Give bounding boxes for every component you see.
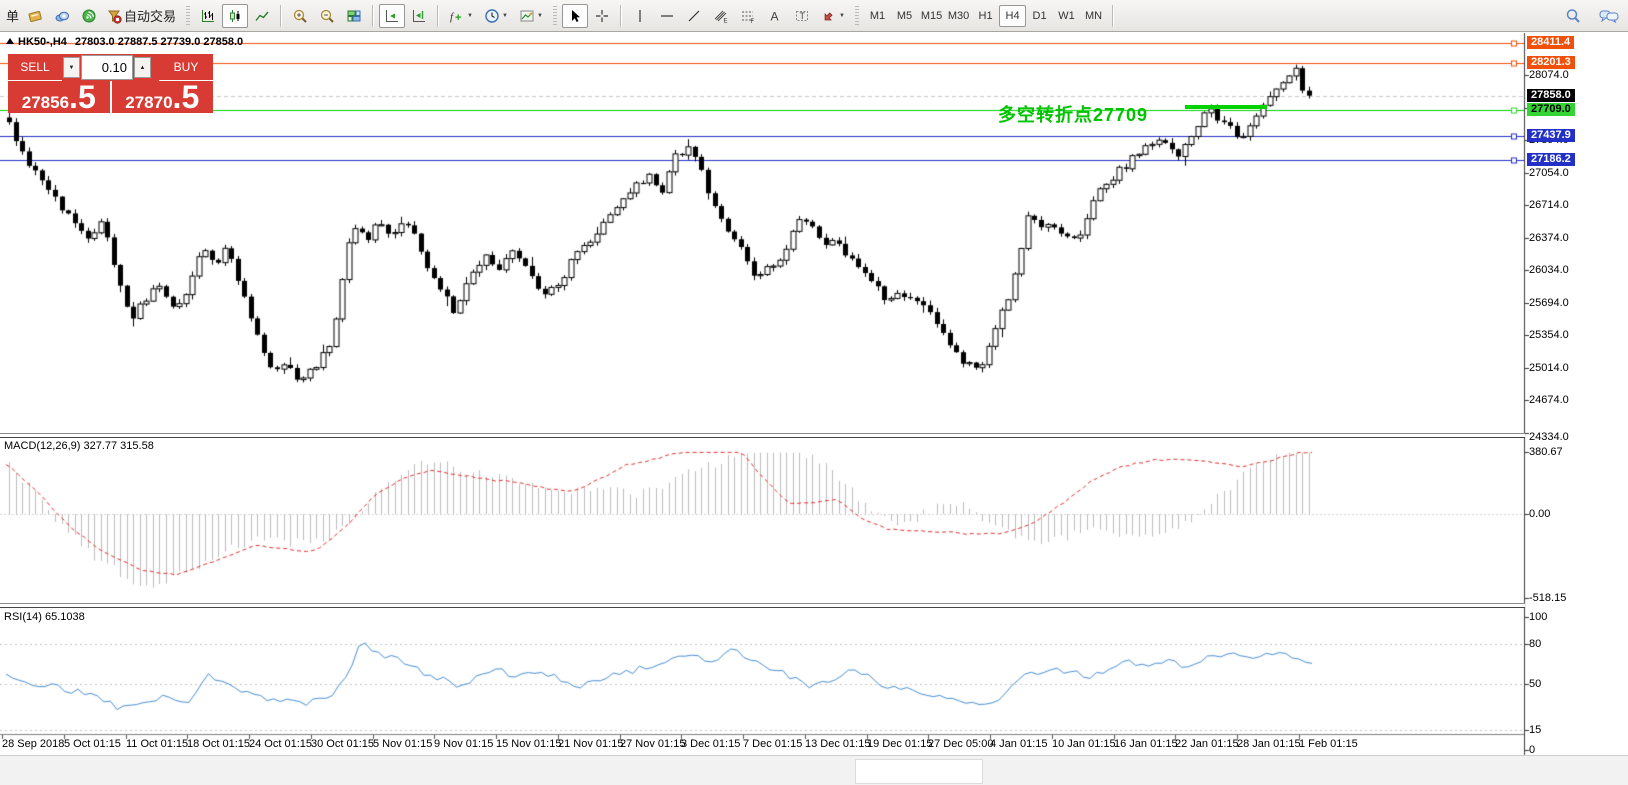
- trade-panel-top-row: SELL ▼ ▲ BUY: [8, 54, 213, 81]
- ohlc-values: 27803.0 27887.5 27739.0 27858.0: [74, 36, 244, 48]
- time-tick-label: 7 Dec 01:15: [743, 738, 803, 750]
- buy-button[interactable]: BUY: [159, 55, 213, 81]
- sell-price-main: 27856: [21, 93, 70, 112]
- trade-panel-price-row: 27856.5 27870.5: [8, 81, 213, 113]
- rsi-axis-label: 100: [1529, 611, 1548, 623]
- macd-label: MACD(12,26,9) 327.77 315.58: [4, 440, 154, 452]
- time-tick-label: 13 Dec 01:15: [805, 738, 871, 750]
- rsi-axis-label: 80: [1529, 638, 1542, 650]
- time-tick-label: 19 Dec 01:15: [867, 738, 933, 750]
- time-tick-label: 1 Feb 01:15: [1299, 738, 1358, 750]
- time-tick-label: 30 Oct 01:15: [311, 738, 374, 750]
- time-tick-label: 10 Jan 01:15: [1052, 738, 1116, 750]
- time-tick-label: 4 Jan 01:15: [990, 738, 1048, 750]
- window-separator[interactable]: [0, 603, 1525, 608]
- price-tick-label: 25694.0: [1529, 297, 1569, 309]
- sell-price[interactable]: 27856.5: [8, 79, 110, 116]
- time-tick-label: 24 Oct 01:15: [249, 738, 312, 750]
- time-tick-label: 5 Nov 01:15: [373, 738, 433, 750]
- buy-price-pips: .5: [172, 79, 200, 116]
- time-tick-label: 18 Oct 01:15: [187, 738, 250, 750]
- price-tick-label: 27054.0: [1529, 167, 1569, 179]
- rsi-axis-label: 0: [1529, 744, 1536, 756]
- macd-axis-label: -518.15: [1529, 592, 1567, 604]
- price-tick-label: 25014.0: [1529, 362, 1569, 374]
- time-tick-label: 15 Nov 01:15: [496, 738, 562, 750]
- buy-price[interactable]: 27870.5: [112, 79, 214, 116]
- price-tick-label: 26374.0: [1529, 232, 1569, 244]
- price-tick-label: 26034.0: [1529, 264, 1569, 276]
- price-level-badge: 27437.9: [1527, 129, 1575, 142]
- buy-price-main: 27870: [125, 93, 173, 112]
- price-level-badge: 28411.4: [1527, 36, 1575, 49]
- rsi-axis-label: 15: [1529, 724, 1542, 736]
- time-tick-label: 5 Oct 01:15: [64, 738, 121, 750]
- trade-panel-divider: [109, 81, 112, 113]
- time-tick-label: 3 Dec 01:15: [681, 738, 741, 750]
- time-tick-label: 27 Nov 01:15: [620, 738, 686, 750]
- price-tick-label: 24334.0: [1529, 431, 1569, 443]
- volume-decrease-button[interactable]: ▼: [63, 57, 80, 78]
- bottom-strip: [0, 755, 1628, 785]
- volume-input[interactable]: [81, 55, 133, 80]
- sell-button[interactable]: SELL: [8, 55, 62, 81]
- volume-increase-button[interactable]: ▲: [134, 57, 151, 78]
- price-tick-label: 28074.0: [1529, 69, 1569, 81]
- time-scale[interactable]: 28 Sep 2018 5 Oct 01:15 11 Oct 01:15 18 Oct…: [0, 735, 1525, 755]
- chart-header: HK50-,H4 27803.0 27887.5 27739.0 27858.0: [6, 36, 243, 48]
- time-tick-label: 21 Nov 01:15: [558, 738, 624, 750]
- price-level-badge: 27709.0: [1527, 103, 1575, 116]
- time-tick-label: 11 Oct 01:15: [126, 738, 189, 750]
- bottom-white-box: [855, 759, 983, 784]
- macd-axis-label: 380.67: [1529, 446, 1563, 458]
- time-tick-label: 28 Sep 2018: [2, 738, 65, 750]
- rsi-label: RSI(14) 65.1038: [4, 611, 85, 623]
- price-level-badge: 27186.2: [1527, 153, 1575, 166]
- price-tick-label: 24674.0: [1529, 394, 1569, 406]
- annotation-trend-segment[interactable]: [1185, 105, 1267, 109]
- sell-price-pips: .5: [69, 79, 96, 116]
- price-level-badge: 27858.0: [1527, 89, 1575, 102]
- annotation-text[interactable]: 多空转折点27709: [998, 105, 1149, 125]
- window-separator[interactable]: [0, 433, 1525, 438]
- time-tick-label: 16 Jan 01:15: [1114, 738, 1178, 750]
- price-level-badge: 28201.3: [1527, 56, 1575, 69]
- rsi-axis-label: 50: [1529, 678, 1542, 690]
- time-tick-label: 28 Jan 01:15: [1237, 738, 1301, 750]
- symbol-period-label: HK50-,H4: [18, 36, 67, 48]
- symbol-marker-icon: [6, 38, 14, 44]
- one-click-trading-panel: SELL ▼ ▲ BUY 27856.5 27870.5: [8, 54, 213, 113]
- time-tick-label: 9 Nov 01:15: [434, 738, 494, 750]
- macd-axis-label: 0.00: [1529, 508, 1551, 520]
- price-tick-label: 25354.0: [1529, 329, 1569, 341]
- price-tick-label: 26714.0: [1529, 199, 1569, 211]
- time-tick-label: 27 Dec 05:00: [928, 738, 994, 750]
- time-tick-label: 22 Jan 01:15: [1175, 738, 1239, 750]
